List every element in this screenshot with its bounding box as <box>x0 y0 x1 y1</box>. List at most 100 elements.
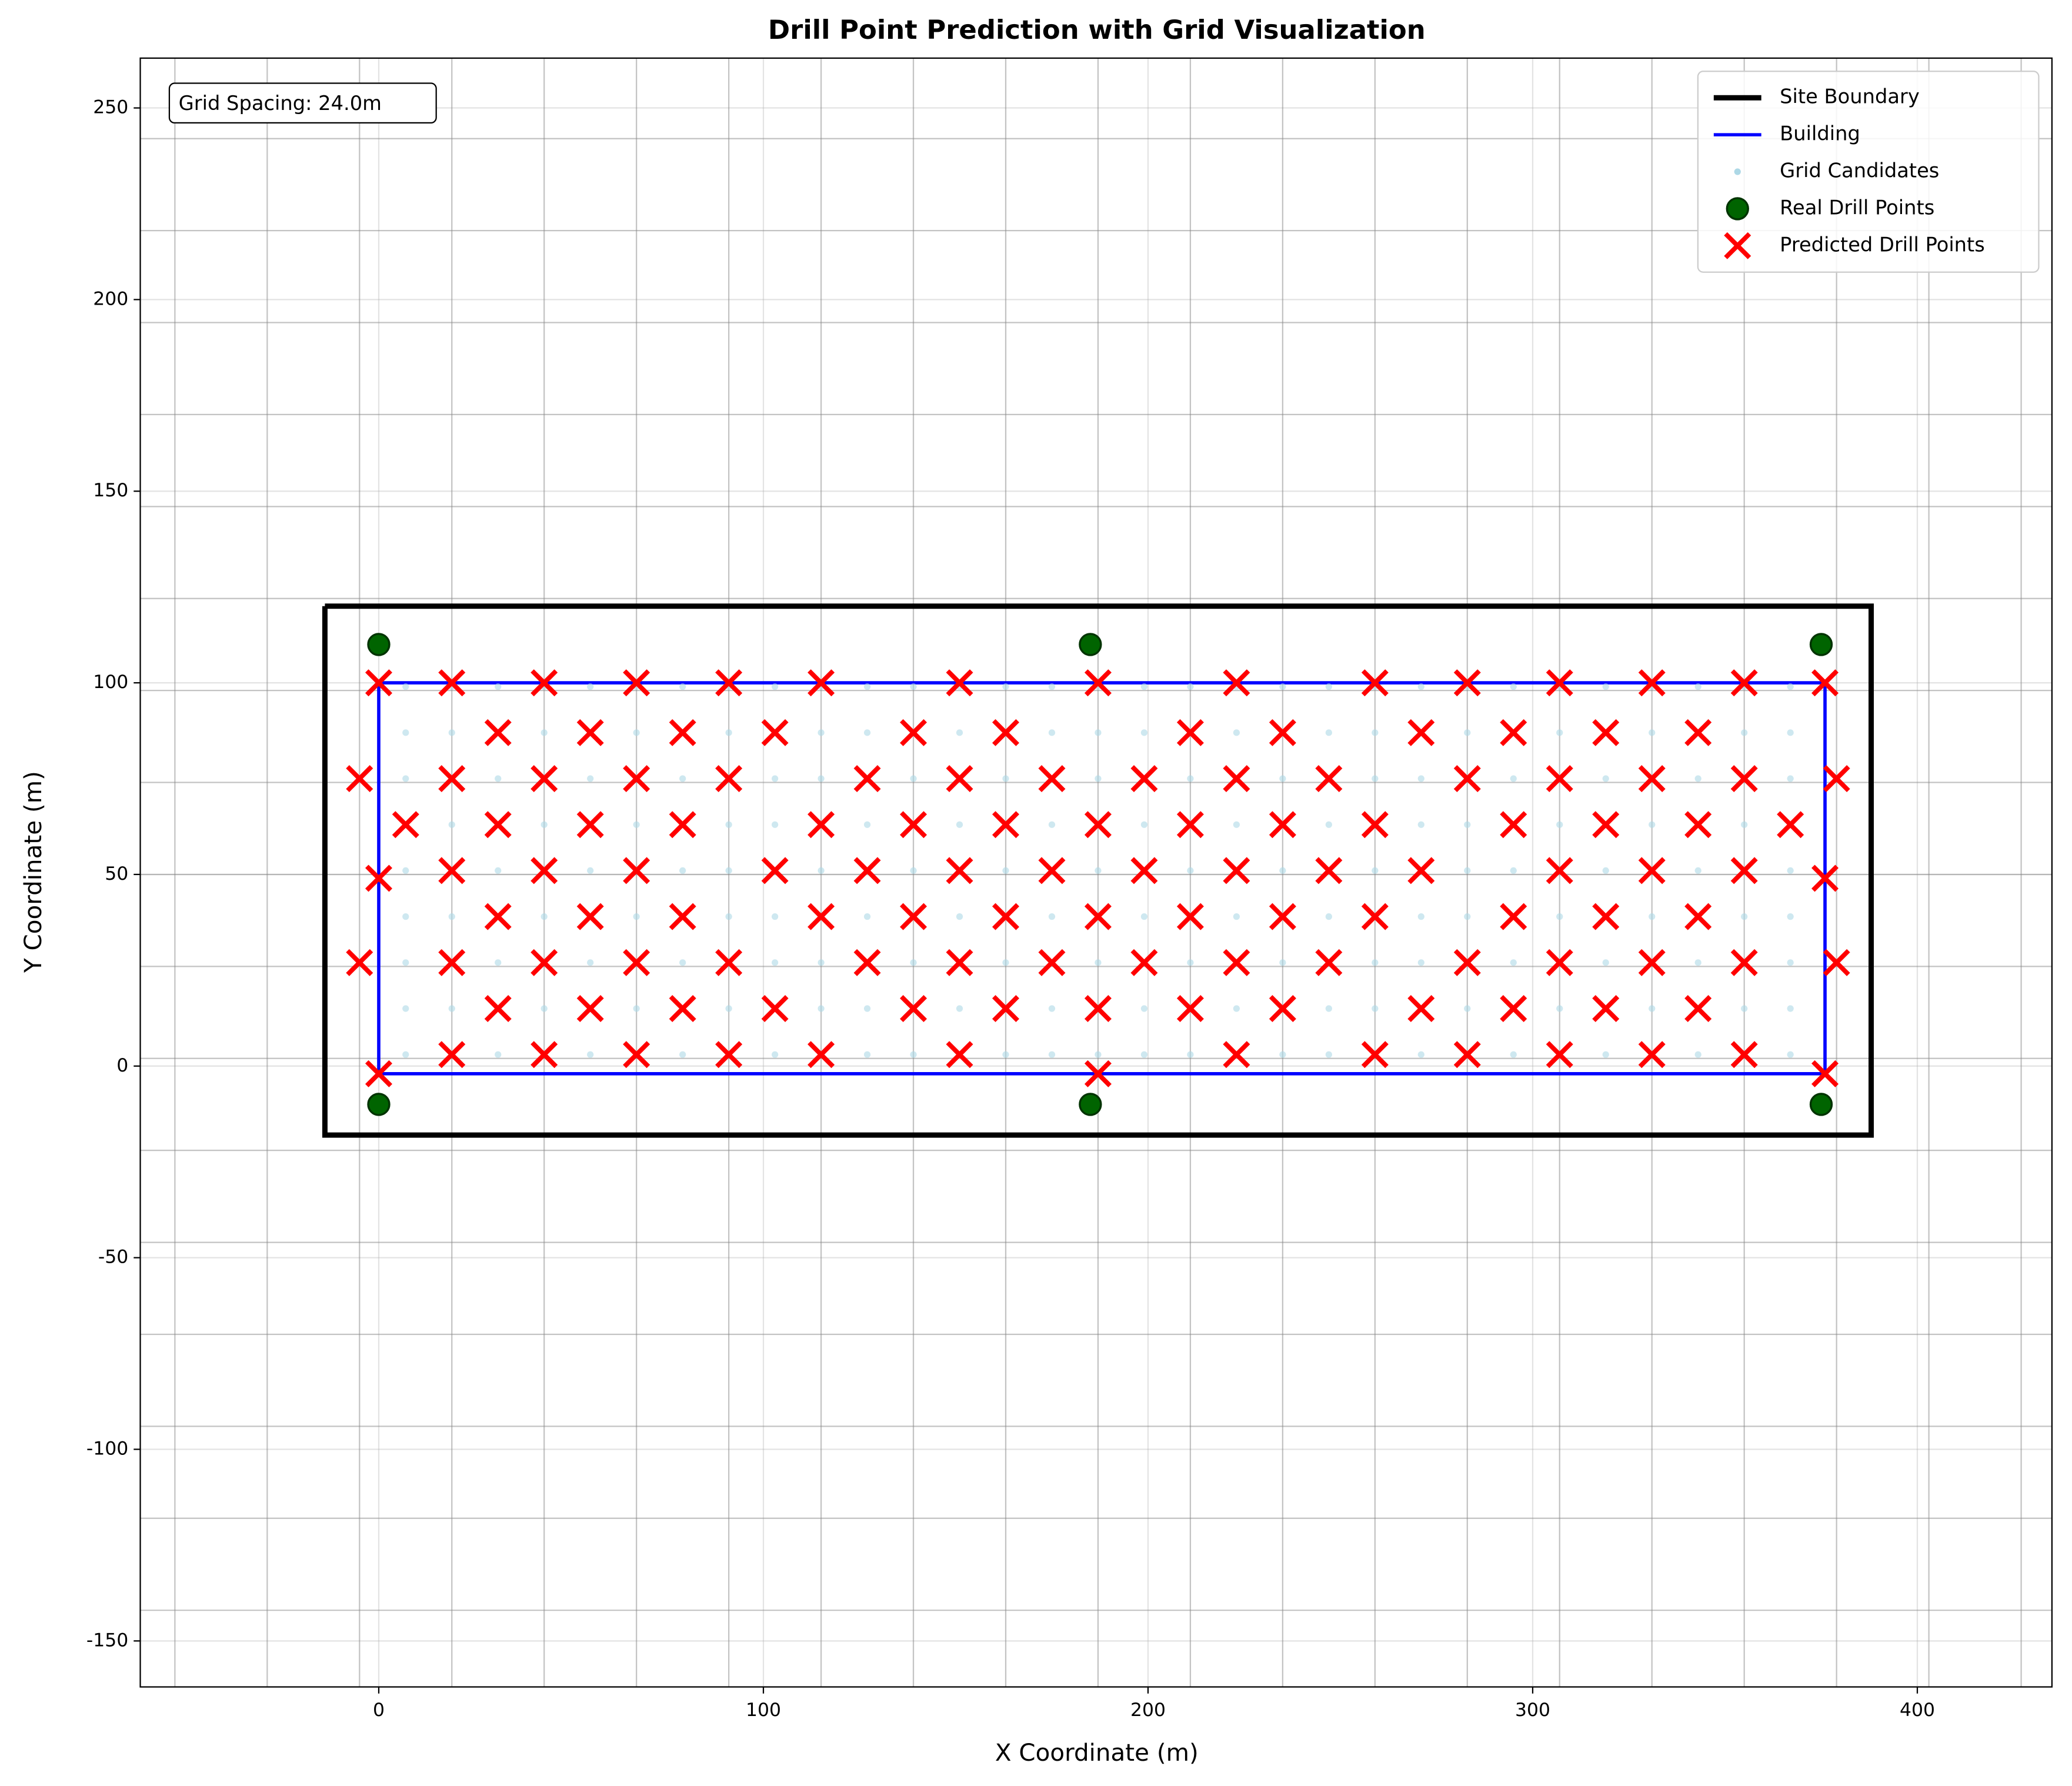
predicted-drill-point <box>365 669 392 697</box>
cross-stroke <box>1130 765 1158 793</box>
cross-stroke <box>808 811 835 839</box>
grid-candidate <box>402 867 409 874</box>
cross-stroke <box>1038 765 1066 793</box>
predicted-drill-point <box>900 719 927 746</box>
grid-candidate <box>863 1051 871 1058</box>
grid-candidate <box>1464 1005 1471 1012</box>
predicted-drill-point <box>484 995 512 1023</box>
predicted-drill-point <box>1811 864 1839 892</box>
y-tick-label: 50 <box>105 863 128 884</box>
grid-candidate <box>1602 1051 1609 1058</box>
predicted-drill-point <box>1500 903 1527 930</box>
predicted-drill-point <box>530 857 558 884</box>
grid-candidate <box>679 959 686 966</box>
grid-candidate <box>818 867 825 874</box>
cross-stroke <box>669 995 696 1023</box>
cross-stroke <box>1546 1041 1573 1069</box>
cross-stroke <box>623 949 650 976</box>
grid-candidate <box>1279 1051 1286 1058</box>
grid-candidate <box>956 729 963 736</box>
cross-stroke <box>1130 857 1158 884</box>
predicted-drill-point <box>623 1041 650 1069</box>
predicted-drill-point <box>1407 719 1435 746</box>
cross-stroke <box>946 949 973 976</box>
predicted-drill-point <box>1684 995 1712 1023</box>
cross-stroke <box>1407 857 1435 884</box>
predicted-drill-point <box>623 857 650 884</box>
predicted-drill-point <box>1592 995 1620 1023</box>
grid-candidate <box>863 729 871 736</box>
cross-stroke <box>1223 857 1250 884</box>
grid-candidate <box>1417 775 1424 782</box>
grid-candidate <box>1187 959 1194 966</box>
cross-stroke <box>1361 1041 1389 1069</box>
cross-stroke <box>1361 669 1389 697</box>
cross-stroke <box>1684 903 1712 930</box>
cross-stroke <box>438 857 466 884</box>
grid-candidate <box>1694 1051 1701 1058</box>
predicted-drill-point <box>808 903 835 930</box>
predicted-drill-point <box>1730 669 1758 697</box>
cross-stroke <box>530 765 558 793</box>
predicted-drill-point <box>1361 669 1389 697</box>
cross-stroke <box>946 1041 973 1069</box>
grid-candidate <box>1649 1005 1656 1012</box>
predicted-drill-point <box>576 903 604 930</box>
cross-stroke <box>530 1041 558 1069</box>
cross-stroke <box>365 1060 392 1087</box>
predicted-drill-point <box>1730 857 1758 884</box>
cross-stroke <box>1500 811 1527 839</box>
cross-stroke <box>1315 949 1343 976</box>
predicted-drill-point <box>853 949 881 976</box>
cross-stroke <box>1269 719 1296 746</box>
cross-stroke <box>992 719 1020 746</box>
predicted-drill-point <box>1823 765 1850 793</box>
grid-candidate <box>818 1005 825 1012</box>
y-tick-label: 150 <box>93 480 128 501</box>
cross-stroke <box>1811 669 1839 697</box>
predicted-drill-point <box>946 765 973 793</box>
predicted-drill-point <box>900 811 927 839</box>
y-tick-label: -100 <box>86 1438 128 1459</box>
real-drill-point <box>367 633 391 656</box>
cross-stroke <box>1823 765 1850 793</box>
grid-candidate <box>402 729 409 736</box>
predicted-drill-point <box>1223 765 1250 793</box>
grid-candidate <box>818 729 825 736</box>
grid-candidate <box>725 913 732 920</box>
grid-candidate <box>1694 683 1701 690</box>
grid-candidate <box>1279 683 1286 690</box>
grid-candidate <box>540 821 548 828</box>
grid-candidate <box>910 959 917 966</box>
cross-stroke <box>365 669 392 697</box>
grid-candidate <box>910 683 917 690</box>
predicted-drill-point <box>715 765 743 793</box>
predicted-drill-point <box>669 719 696 746</box>
grid-candidate <box>771 683 779 690</box>
grid-candidate <box>1325 683 1332 690</box>
predicted-drill-point <box>900 995 927 1023</box>
predicted-drill-point <box>1223 669 1250 697</box>
grid-candidate <box>633 729 640 736</box>
cross-stroke <box>1084 903 1112 930</box>
predicted-drill-point <box>808 669 835 697</box>
grid-candidate <box>1510 959 1517 966</box>
grid-candidate <box>725 821 732 828</box>
cross-stroke <box>853 857 881 884</box>
cross-stroke <box>1546 765 1573 793</box>
cross-stroke <box>1269 903 1296 930</box>
predicted-drill-point <box>1500 995 1527 1023</box>
grid-candidate <box>540 729 548 736</box>
cross-stroke <box>992 903 1020 930</box>
grid-candidate <box>679 867 686 874</box>
grid-candidate <box>402 959 409 966</box>
predicted-drill-point <box>1730 949 1758 976</box>
grid-candidate <box>1325 729 1332 736</box>
predicted-drill-point <box>1453 765 1481 793</box>
x-tick-label: 200 <box>1130 1700 1166 1721</box>
cross-stroke <box>808 1041 835 1069</box>
real-drill-point <box>1079 1093 1102 1116</box>
predicted-drill-point <box>1777 811 1804 839</box>
predicted-drill-point <box>484 719 512 746</box>
grid-candidate <box>1649 913 1656 920</box>
